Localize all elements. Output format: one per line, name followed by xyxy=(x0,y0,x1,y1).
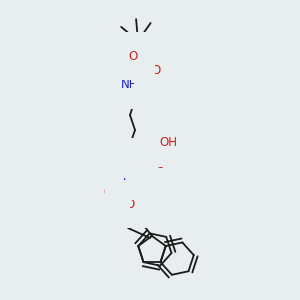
Text: O: O xyxy=(152,64,160,77)
Text: O: O xyxy=(128,50,138,62)
Text: H: H xyxy=(137,153,145,163)
Text: OH: OH xyxy=(159,136,177,149)
Text: O: O xyxy=(155,158,165,170)
Text: NH: NH xyxy=(121,79,139,92)
Text: O: O xyxy=(125,197,135,211)
Text: CH₃: CH₃ xyxy=(140,176,156,184)
Text: O: O xyxy=(103,187,112,200)
Text: N: N xyxy=(123,169,131,182)
